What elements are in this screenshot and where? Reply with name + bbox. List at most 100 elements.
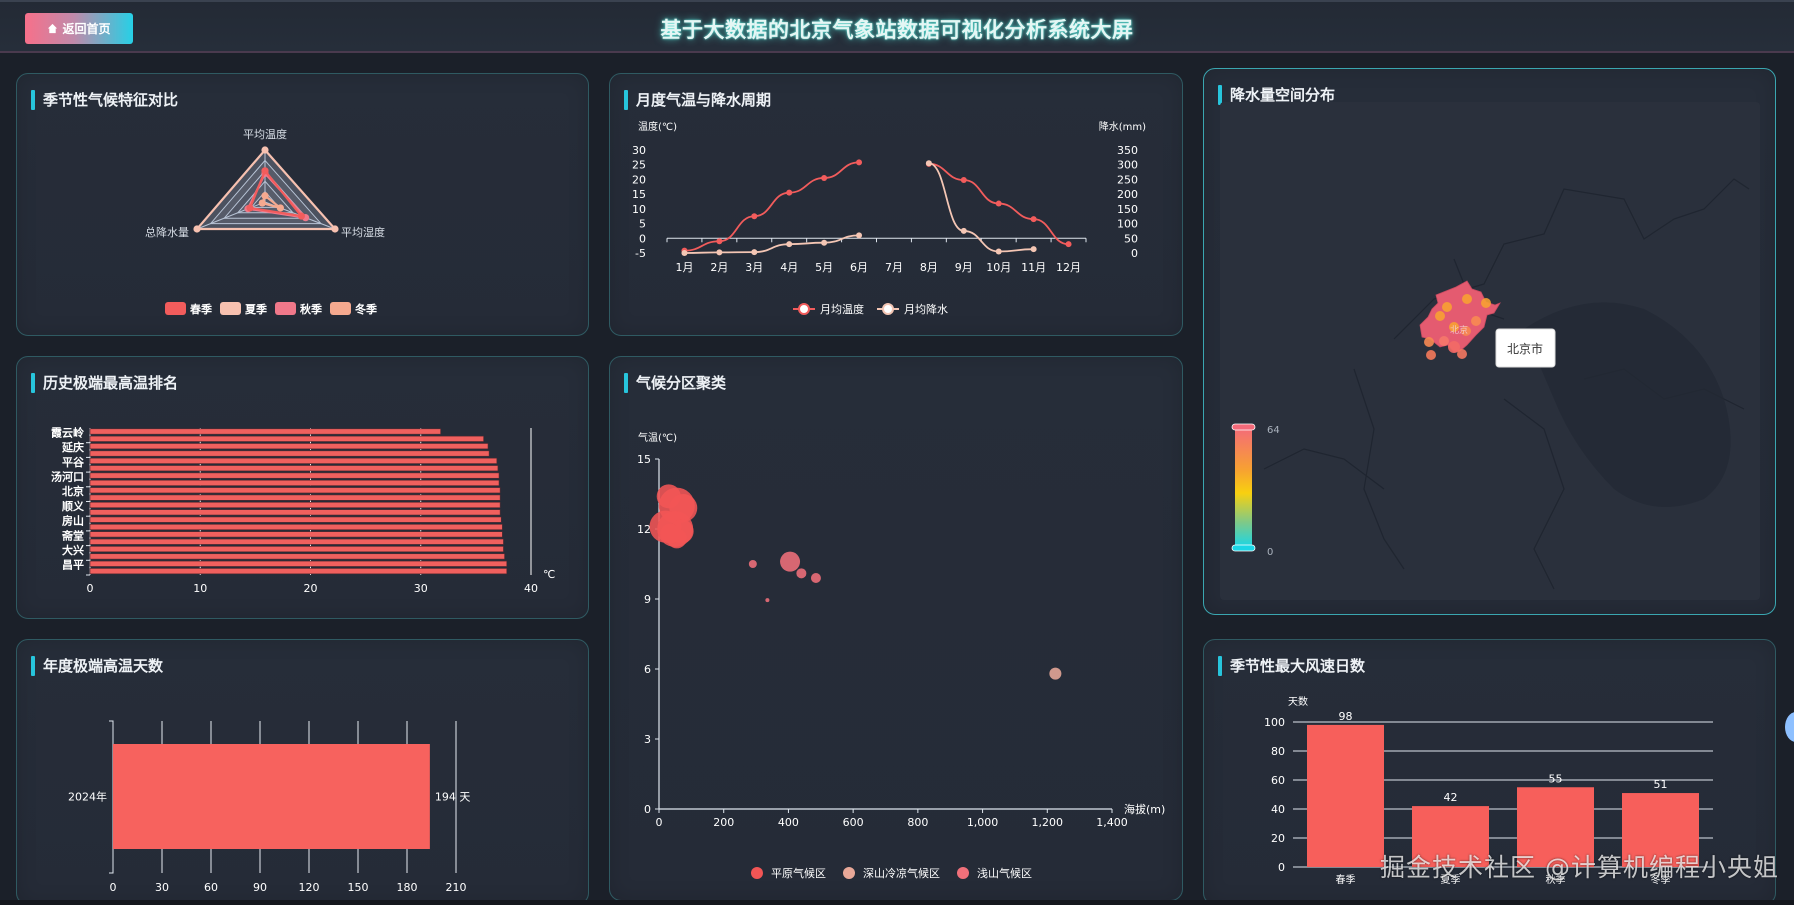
legend-item[interactable]: 月均降水: [877, 302, 948, 316]
radar-series: [194, 148, 338, 231]
scroll-handle[interactable]: [1785, 712, 1794, 742]
days-bar[interactable]: [113, 744, 430, 849]
svg-text:0: 0: [656, 816, 663, 829]
scatter-point[interactable]: [765, 598, 770, 603]
station-point: [1424, 337, 1434, 347]
svg-text:秋季: 秋季: [300, 302, 323, 316]
wind-bar[interactable]: [1622, 793, 1699, 867]
rank-bar[interactable]: [89, 494, 501, 501]
panel-title: 月度气温与降水周期: [624, 90, 771, 110]
scatter-point[interactable]: [796, 568, 807, 579]
station-point: [1449, 322, 1459, 332]
svg-text:20: 20: [304, 582, 318, 595]
station-point: [1439, 336, 1449, 346]
visual-map[interactable]: 64 0: [1231, 423, 1280, 558]
panel-title: 季节性气候特征对比: [31, 90, 178, 110]
legend-item[interactable]: 夏季: [220, 302, 268, 316]
cluster-scatter-chart[interactable]: 气温(℃) 15 12 9 6 3 00 200 400 600 800 1,000 1,200 1,40…: [610, 357, 1184, 902]
rank-bar[interactable]: [89, 443, 489, 450]
bottom-strip: [0, 900, 1794, 905]
rank-bar[interactable]: [89, 560, 508, 567]
rank-bar[interactable]: [89, 538, 504, 545]
legend-item[interactable]: 月均温度: [793, 302, 864, 316]
scatter-point[interactable]: [748, 560, 757, 568]
panel-climate-cluster: 气候分区聚类 气温(℃) 15 12 9 6 3 0 0 200 400 600 800 1,000 1,…: [609, 356, 1183, 901]
legend-item[interactable]: 秋季: [275, 302, 323, 316]
legend-item[interactable]: 浅山气候区: [957, 866, 1032, 880]
legend-item[interactable]: 春季: [165, 302, 213, 316]
radar-indicator: 总降水量: [145, 225, 189, 239]
monthly-line-chart[interactable]: 温度(℃) 降水(mm)302520151050-5350300250200150…: [610, 74, 1184, 337]
panel-wind-days: 季节性最大风速日数 天数 100 80 60 40 20 0 98 春季 42 夏季 55 秋季 51 冬季: [1203, 639, 1776, 905]
rank-bar[interactable]: [89, 553, 505, 560]
svg-text:150: 150: [348, 881, 369, 894]
station-point: [1481, 298, 1491, 308]
rank-bar[interactable]: [89, 524, 503, 531]
home-button[interactable]: 返回首页: [25, 13, 133, 44]
rank-bar[interactable]: [89, 546, 504, 553]
radar-indicator: 平均温度: [243, 127, 287, 141]
svg-text:0: 0: [1131, 247, 1138, 260]
svg-text:98: 98: [1339, 710, 1353, 723]
scatter-point[interactable]: [780, 551, 801, 572]
rank-bar[interactable]: [89, 516, 502, 523]
scatter-point[interactable]: [1049, 667, 1062, 680]
svg-text:北京: 北京: [62, 484, 84, 498]
svg-text:延庆: 延庆: [61, 440, 84, 454]
legend-item[interactable]: 冬季: [330, 302, 378, 316]
wind-bar[interactable]: [1412, 806, 1489, 867]
wind-bar[interactable]: [1517, 787, 1594, 867]
rank-bar[interactable]: [89, 509, 501, 516]
svg-text:90: 90: [253, 881, 267, 894]
rank-bar[interactable]: [89, 472, 500, 479]
visual-map-handle-max: [1231, 423, 1256, 431]
station-point: [1448, 341, 1460, 353]
svg-text:25: 25: [632, 159, 646, 172]
rank-bar[interactable]: [89, 450, 490, 457]
svg-text:1月: 1月: [675, 261, 693, 274]
svg-text:30: 30: [632, 144, 646, 157]
legend-item[interactable]: 深山冷凉气候区: [843, 866, 940, 880]
svg-text:8月: 8月: [920, 261, 938, 274]
svg-text:夏季: 夏季: [1441, 874, 1461, 886]
svg-text:30: 30: [414, 582, 428, 595]
extreme-days-chart[interactable]: 0 30 60 90 120 150 180 210 2024年 194 天: [17, 640, 590, 905]
svg-text:月均降水: 月均降水: [904, 302, 948, 316]
rank-bar[interactable]: [89, 428, 441, 435]
rank-bar[interactable]: [89, 435, 484, 442]
svg-text:斋堂: 斋堂: [61, 528, 84, 542]
rank-bar[interactable]: [89, 487, 501, 494]
svg-text:80: 80: [1271, 745, 1285, 758]
rank-bar[interactable]: [89, 457, 498, 464]
line-series: [684, 161, 860, 252]
rank-bar[interactable]: [89, 568, 508, 575]
station-point: [1461, 326, 1471, 336]
scatter-point[interactable]: [810, 573, 821, 583]
rank-bar[interactable]: [89, 531, 503, 538]
svg-text:汤河口: 汤河口: [51, 469, 84, 483]
map-border: [1263, 448, 1385, 490]
legend-item[interactable]: 平原气候区: [751, 866, 826, 880]
map-border: [1353, 368, 1405, 570]
svg-text:50: 50: [1124, 232, 1138, 245]
svg-text:20: 20: [1271, 832, 1285, 845]
svg-text:浅山气候区: 浅山气候区: [977, 866, 1032, 880]
station-point: [1442, 302, 1452, 312]
panel-seasonal-radar: 季节性气候特征对比 平均温度 平均湿度 总降水量 春季 夏季 秋季 冬季: [16, 73, 589, 336]
svg-text:昌平: 昌平: [62, 559, 84, 572]
svg-text:秋季: 秋季: [1546, 873, 1566, 886]
svg-text:11月: 11月: [1021, 261, 1046, 274]
rank-bar[interactable]: [89, 465, 499, 472]
rank-bar[interactable]: [89, 479, 500, 486]
rank-bar[interactable]: [89, 502, 501, 508]
station-point: [1435, 311, 1445, 321]
svg-text:海拔(m): 海拔(m): [1124, 802, 1165, 816]
wind-bar[interactable]: [1307, 724, 1384, 867]
scatter-point[interactable]: [660, 523, 681, 544]
svg-text:100: 100: [1264, 716, 1285, 729]
svg-text:64: 64: [1267, 425, 1280, 436]
